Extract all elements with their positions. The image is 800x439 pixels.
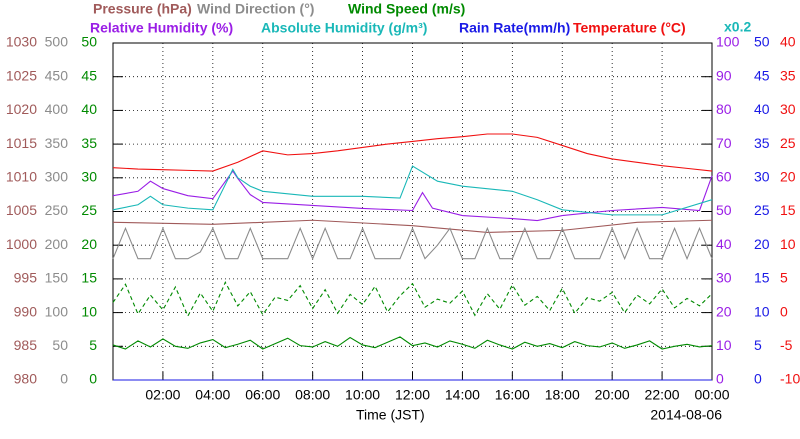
y-tick-label: 1020 bbox=[6, 101, 37, 117]
y-tick-label: 20 bbox=[754, 236, 770, 252]
y-tick-label: 15 bbox=[780, 202, 796, 218]
y-tick-label: 450 bbox=[45, 67, 69, 83]
x-tick-label: 22:00 bbox=[645, 387, 680, 403]
series-line bbox=[112, 336, 713, 350]
legend-entry: Rain Rate(mm/h) bbox=[459, 20, 570, 36]
y-tick-label: 50 bbox=[716, 202, 732, 218]
legend-entry: Absolute Humidity (g/m³) bbox=[261, 20, 427, 36]
y-tick-label: 30 bbox=[716, 270, 732, 286]
x-tick-label: 16:00 bbox=[495, 387, 530, 403]
y-tick-label: 15 bbox=[81, 270, 97, 286]
y-tick-label: 1015 bbox=[6, 135, 37, 151]
y-tick-label: 150 bbox=[45, 270, 69, 286]
y-tick-label: 0 bbox=[754, 371, 762, 387]
x-tick-label: 10:00 bbox=[345, 387, 380, 403]
y-tick-label: 35 bbox=[81, 135, 97, 151]
legend-entry: Temperature (°C) bbox=[573, 20, 686, 36]
x-tick-label: 04:00 bbox=[195, 387, 230, 403]
y-tick-label: 500 bbox=[45, 34, 69, 50]
y-tick-label: 1005 bbox=[6, 202, 37, 218]
y-tick-label: 80 bbox=[716, 101, 732, 117]
y-tick-label: 100 bbox=[45, 303, 69, 319]
legend-entry: Wind Speed (m/s) bbox=[348, 1, 465, 17]
y-tick-label: 45 bbox=[754, 67, 770, 83]
x-tick-label: 02:00 bbox=[145, 387, 180, 403]
series-line bbox=[112, 170, 713, 222]
y-tick-label: 10 bbox=[780, 236, 796, 252]
y-tick-label: 1000 bbox=[6, 236, 37, 252]
y-tick-label: 10 bbox=[754, 303, 770, 319]
y-tick-label: 350 bbox=[45, 135, 69, 151]
y-tick-label: 400 bbox=[45, 101, 69, 117]
series-line bbox=[112, 165, 713, 216]
y-tick-label: 40 bbox=[716, 236, 732, 252]
y-tick-label: 10 bbox=[81, 303, 97, 319]
x-tick-label: 06:00 bbox=[245, 387, 280, 403]
y-tick-label: -5 bbox=[780, 337, 793, 353]
y-tick-label: 5 bbox=[89, 337, 97, 353]
y-tick-label: 30 bbox=[754, 169, 770, 185]
legend-entry: Wind Direction (°) bbox=[197, 1, 314, 17]
y-tick-label: 0 bbox=[60, 371, 68, 387]
y-tick-label: 100 bbox=[716, 34, 740, 50]
y-tick-label: 250 bbox=[45, 202, 69, 218]
x-axis-label: Time (JST) bbox=[356, 407, 425, 423]
y-tick-label: 20 bbox=[81, 236, 97, 252]
y-tick-label: 30 bbox=[81, 169, 97, 185]
y-tick-label: 1030 bbox=[6, 34, 37, 50]
y-tick-label: 40 bbox=[81, 101, 97, 117]
y-tick-label: 50 bbox=[81, 34, 97, 50]
y-tick-label: 985 bbox=[14, 337, 38, 353]
x-tick-label: 00:00 bbox=[694, 387, 729, 403]
y-tick-label: 5 bbox=[780, 270, 788, 286]
x-tick-label: 18:00 bbox=[545, 387, 580, 403]
series-line bbox=[112, 219, 713, 233]
y-tick-label: 40 bbox=[780, 34, 796, 50]
y-tick-label: 40 bbox=[754, 101, 770, 117]
y-tick-label: 20 bbox=[780, 169, 796, 185]
scale-annotation: x0.2 bbox=[724, 19, 751, 35]
series-line bbox=[112, 280, 713, 318]
y-tick-label: 300 bbox=[45, 169, 69, 185]
y-tick-label: 5 bbox=[754, 337, 762, 353]
y-tick-label: 45 bbox=[81, 67, 97, 83]
y-tick-label: 1025 bbox=[6, 67, 37, 83]
x-tick-label: 14:00 bbox=[445, 387, 480, 403]
y-tick-label: 995 bbox=[14, 270, 38, 286]
y-tick-label: 35 bbox=[780, 67, 796, 83]
y-tick-label: 20 bbox=[716, 303, 732, 319]
x-tick-label: 08:00 bbox=[295, 387, 330, 403]
y-tick-label: 0 bbox=[780, 303, 788, 319]
x-tick-label: 12:00 bbox=[395, 387, 430, 403]
y-tick-label: 0 bbox=[89, 371, 97, 387]
series-line bbox=[112, 133, 713, 172]
y-tick-label: 25 bbox=[780, 135, 796, 151]
x-tick-label: 20:00 bbox=[595, 387, 630, 403]
y-tick-label: 980 bbox=[14, 371, 38, 387]
y-tick-label: 30 bbox=[780, 101, 796, 117]
y-tick-label: -10 bbox=[780, 371, 800, 387]
y-tick-label: 60 bbox=[716, 169, 732, 185]
y-tick-label: 70 bbox=[716, 135, 732, 151]
legend-entry: Pressure (hPa) bbox=[93, 1, 192, 17]
series-line bbox=[112, 226, 713, 261]
y-tick-label: 50 bbox=[52, 337, 68, 353]
y-tick-label: 0 bbox=[716, 371, 724, 387]
y-tick-label: 990 bbox=[14, 303, 38, 319]
y-tick-label: 90 bbox=[716, 67, 732, 83]
y-tick-label: 1010 bbox=[6, 169, 37, 185]
y-tick-label: 10 bbox=[716, 337, 732, 353]
y-tick-label: 50 bbox=[754, 34, 770, 50]
legend-entry: Relative Humidity (%) bbox=[90, 20, 233, 36]
y-tick-label: 25 bbox=[81, 202, 97, 218]
y-tick-label: 15 bbox=[754, 270, 770, 286]
y-tick-label: 35 bbox=[754, 135, 770, 151]
y-tick-label: 200 bbox=[45, 236, 69, 252]
date-label: 2014-08-06 bbox=[650, 407, 722, 423]
y-tick-label: 25 bbox=[754, 202, 770, 218]
